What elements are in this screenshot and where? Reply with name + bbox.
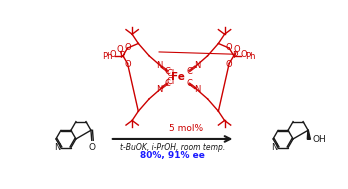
Text: N: N <box>156 85 162 94</box>
Text: OH: OH <box>313 135 326 144</box>
Text: Ph: Ph <box>245 52 255 61</box>
Text: C: C <box>165 67 171 76</box>
Text: t-BuOK, i-PrOH, room temp.: t-BuOK, i-PrOH, room temp. <box>120 143 225 152</box>
Text: Cl: Cl <box>167 69 175 78</box>
Text: Fe: Fe <box>172 72 185 82</box>
Text: 80%, 91% ee: 80%, 91% ee <box>140 151 205 160</box>
Text: N: N <box>271 143 277 152</box>
Text: O: O <box>225 60 232 69</box>
Text: O: O <box>124 43 131 52</box>
Text: Ph: Ph <box>102 52 113 61</box>
Text: N: N <box>195 85 201 94</box>
Text: O: O <box>226 43 232 52</box>
Text: P: P <box>119 50 125 60</box>
Polygon shape <box>307 130 310 139</box>
Text: O: O <box>117 45 123 54</box>
Text: C: C <box>186 67 192 76</box>
Text: O: O <box>240 50 247 59</box>
Text: O: O <box>89 143 96 152</box>
Text: O: O <box>125 60 132 69</box>
Text: 5 mol%: 5 mol% <box>169 124 204 133</box>
Text: N: N <box>195 60 201 70</box>
Text: Cl: Cl <box>167 77 175 86</box>
Text: O: O <box>234 45 240 54</box>
Text: P: P <box>232 50 237 60</box>
Text: C: C <box>165 79 171 88</box>
Text: O: O <box>110 50 116 59</box>
Text: C: C <box>186 79 192 88</box>
Text: N: N <box>156 60 162 70</box>
Text: N: N <box>54 143 60 152</box>
